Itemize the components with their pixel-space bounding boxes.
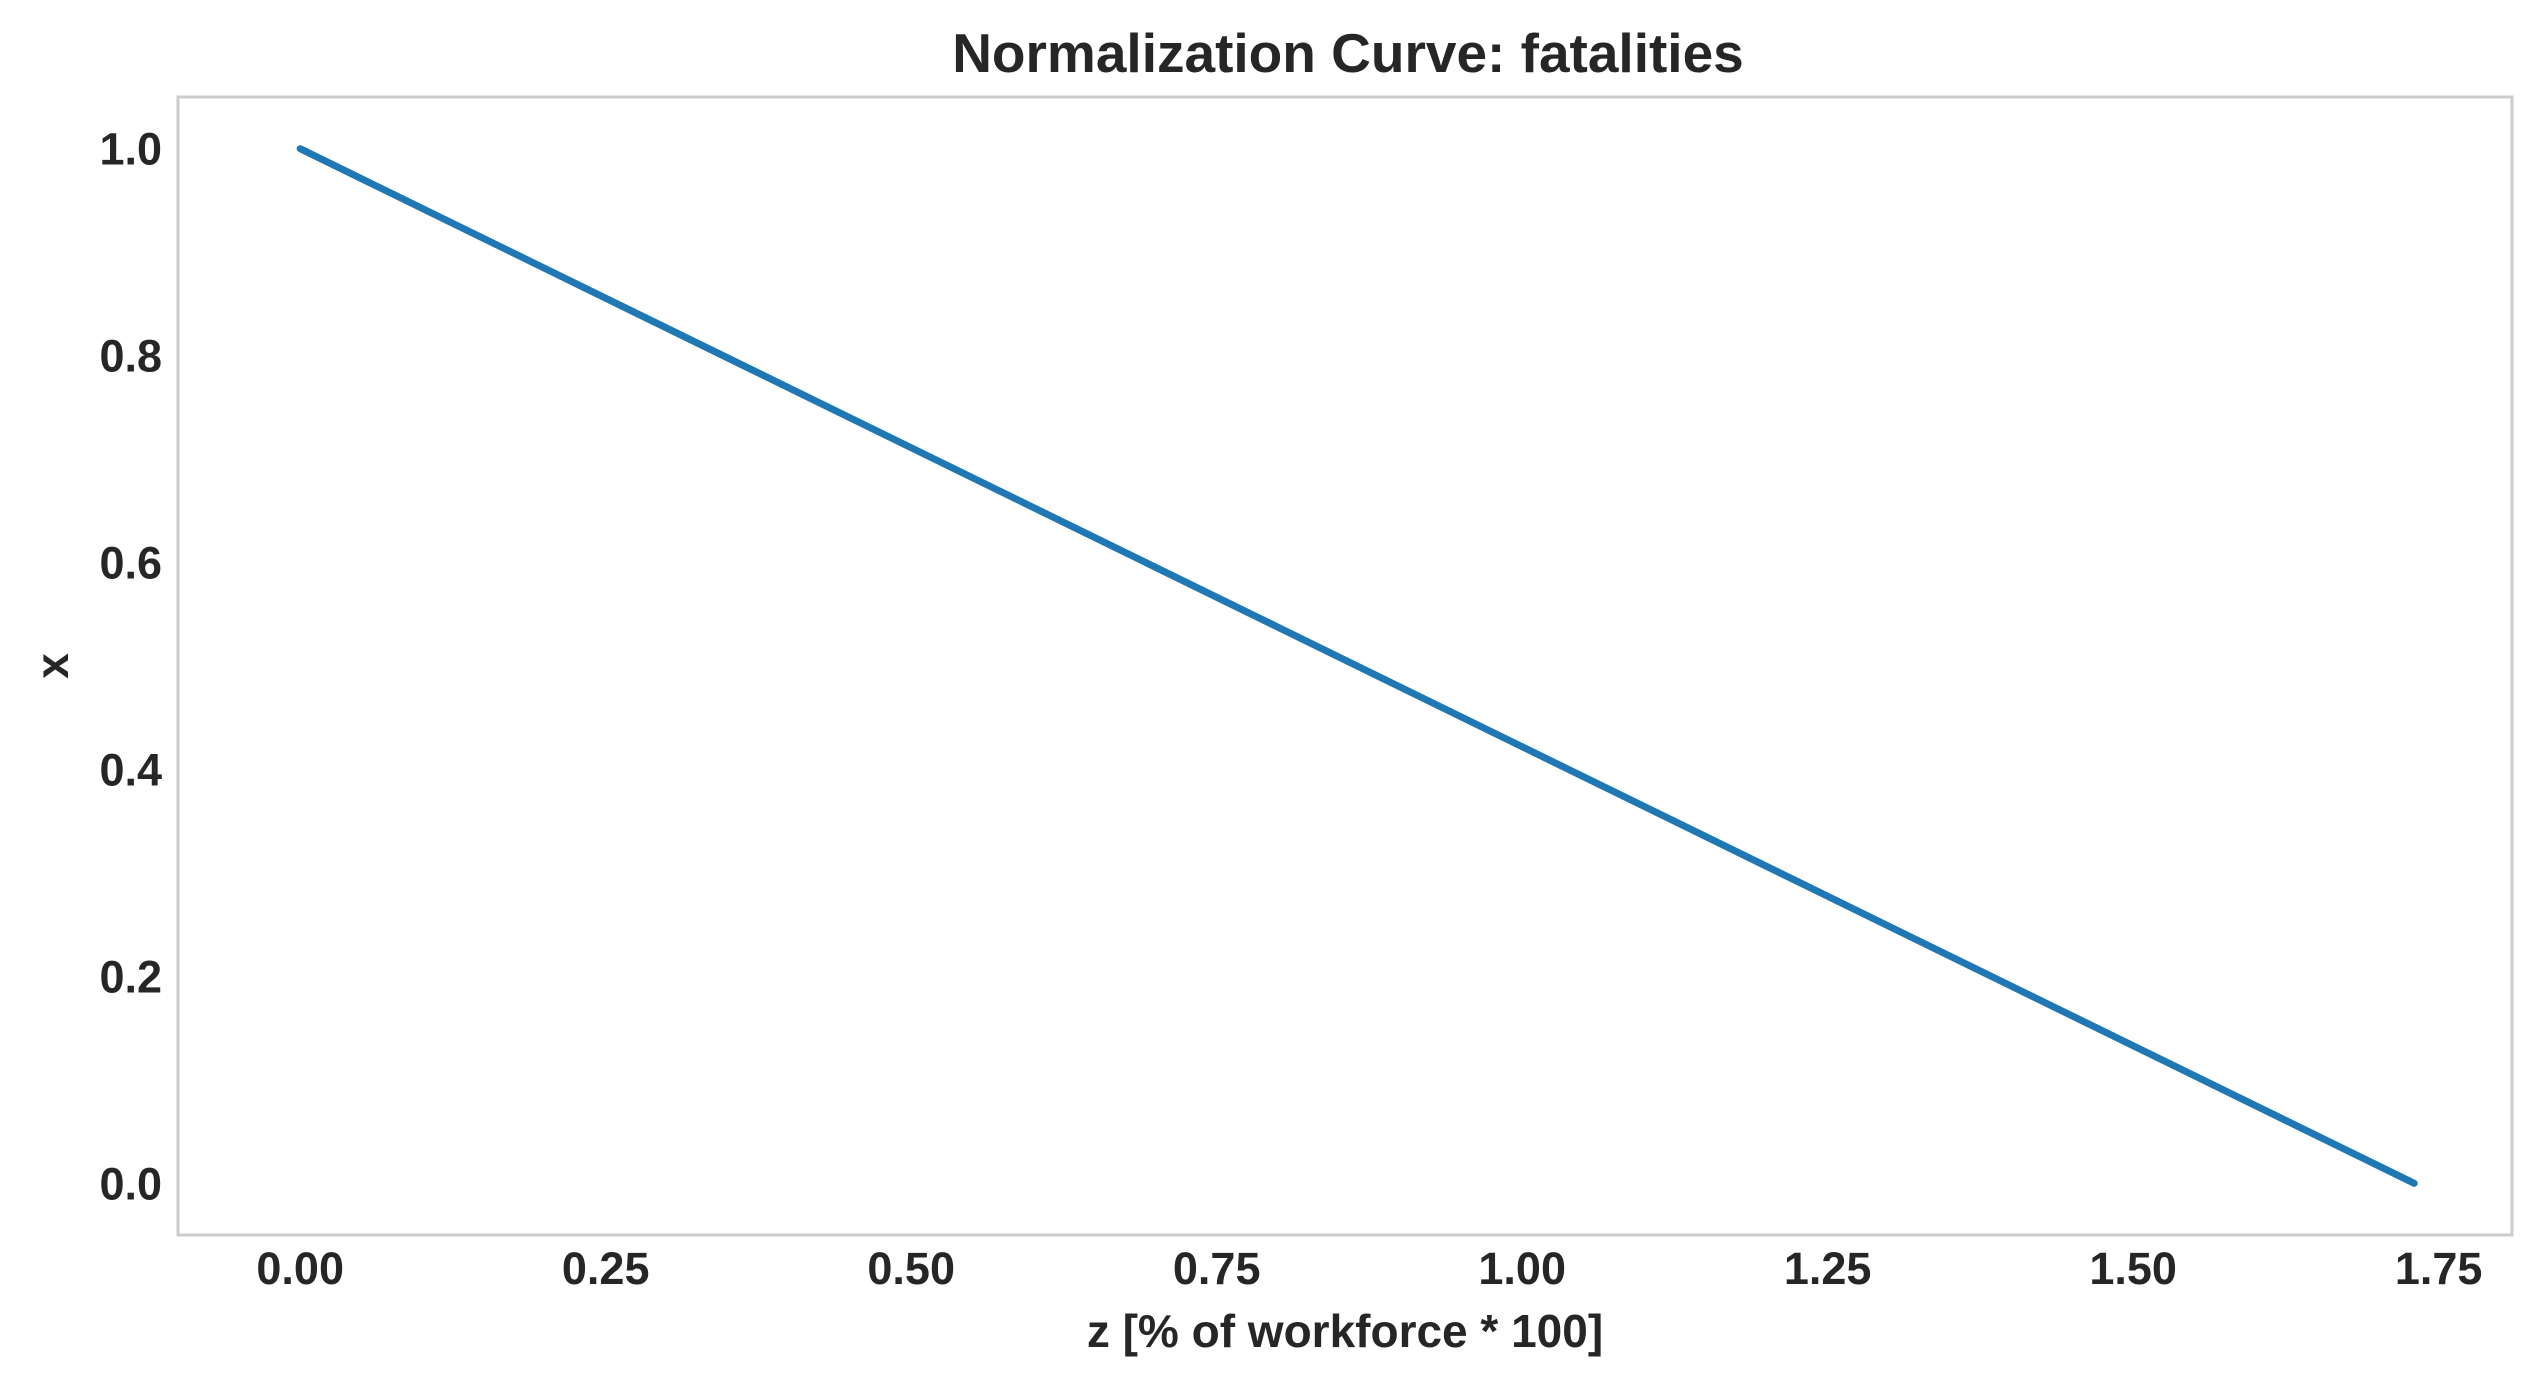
x-tick-label: 0.75 [1173, 1243, 1261, 1294]
y-tick-label: 0.8 [99, 331, 162, 382]
x-tick-label: 0.25 [562, 1243, 650, 1294]
x-tick-label: 1.75 [2395, 1243, 2483, 1294]
chart-title: Normalization Curve: fatalities [952, 22, 1744, 84]
x-tick-labels: 0.00 0.25 0.50 0.75 1.00 1.25 1.50 1.75 [256, 1243, 2482, 1294]
y-tick-label: 0.0 [99, 1158, 162, 1209]
x-tick-label: 1.25 [1784, 1243, 1872, 1294]
y-tick-label: 0.4 [99, 744, 162, 795]
x-tick-label: 0.00 [256, 1243, 344, 1294]
plot-frame [176, 95, 2514, 1237]
series-layer [296, 145, 2418, 1187]
x-tick-label: 1.00 [1478, 1243, 1566, 1294]
x-axis-label: z [% of workforce * 100] [1087, 1305, 1603, 1357]
series-line-0 [296, 145, 2418, 1187]
y-tick-label: 0.6 [99, 538, 162, 589]
y-axis-label: x [26, 653, 78, 679]
x-tick-label: 1.50 [2089, 1243, 2177, 1294]
x-tick-label: 0.50 [867, 1243, 955, 1294]
y-tick-label: 1.0 [99, 124, 162, 175]
y-tick-labels: 0.0 0.2 0.4 0.6 0.8 1.0 [99, 124, 162, 1210]
y-tick-label: 0.2 [99, 951, 162, 1002]
